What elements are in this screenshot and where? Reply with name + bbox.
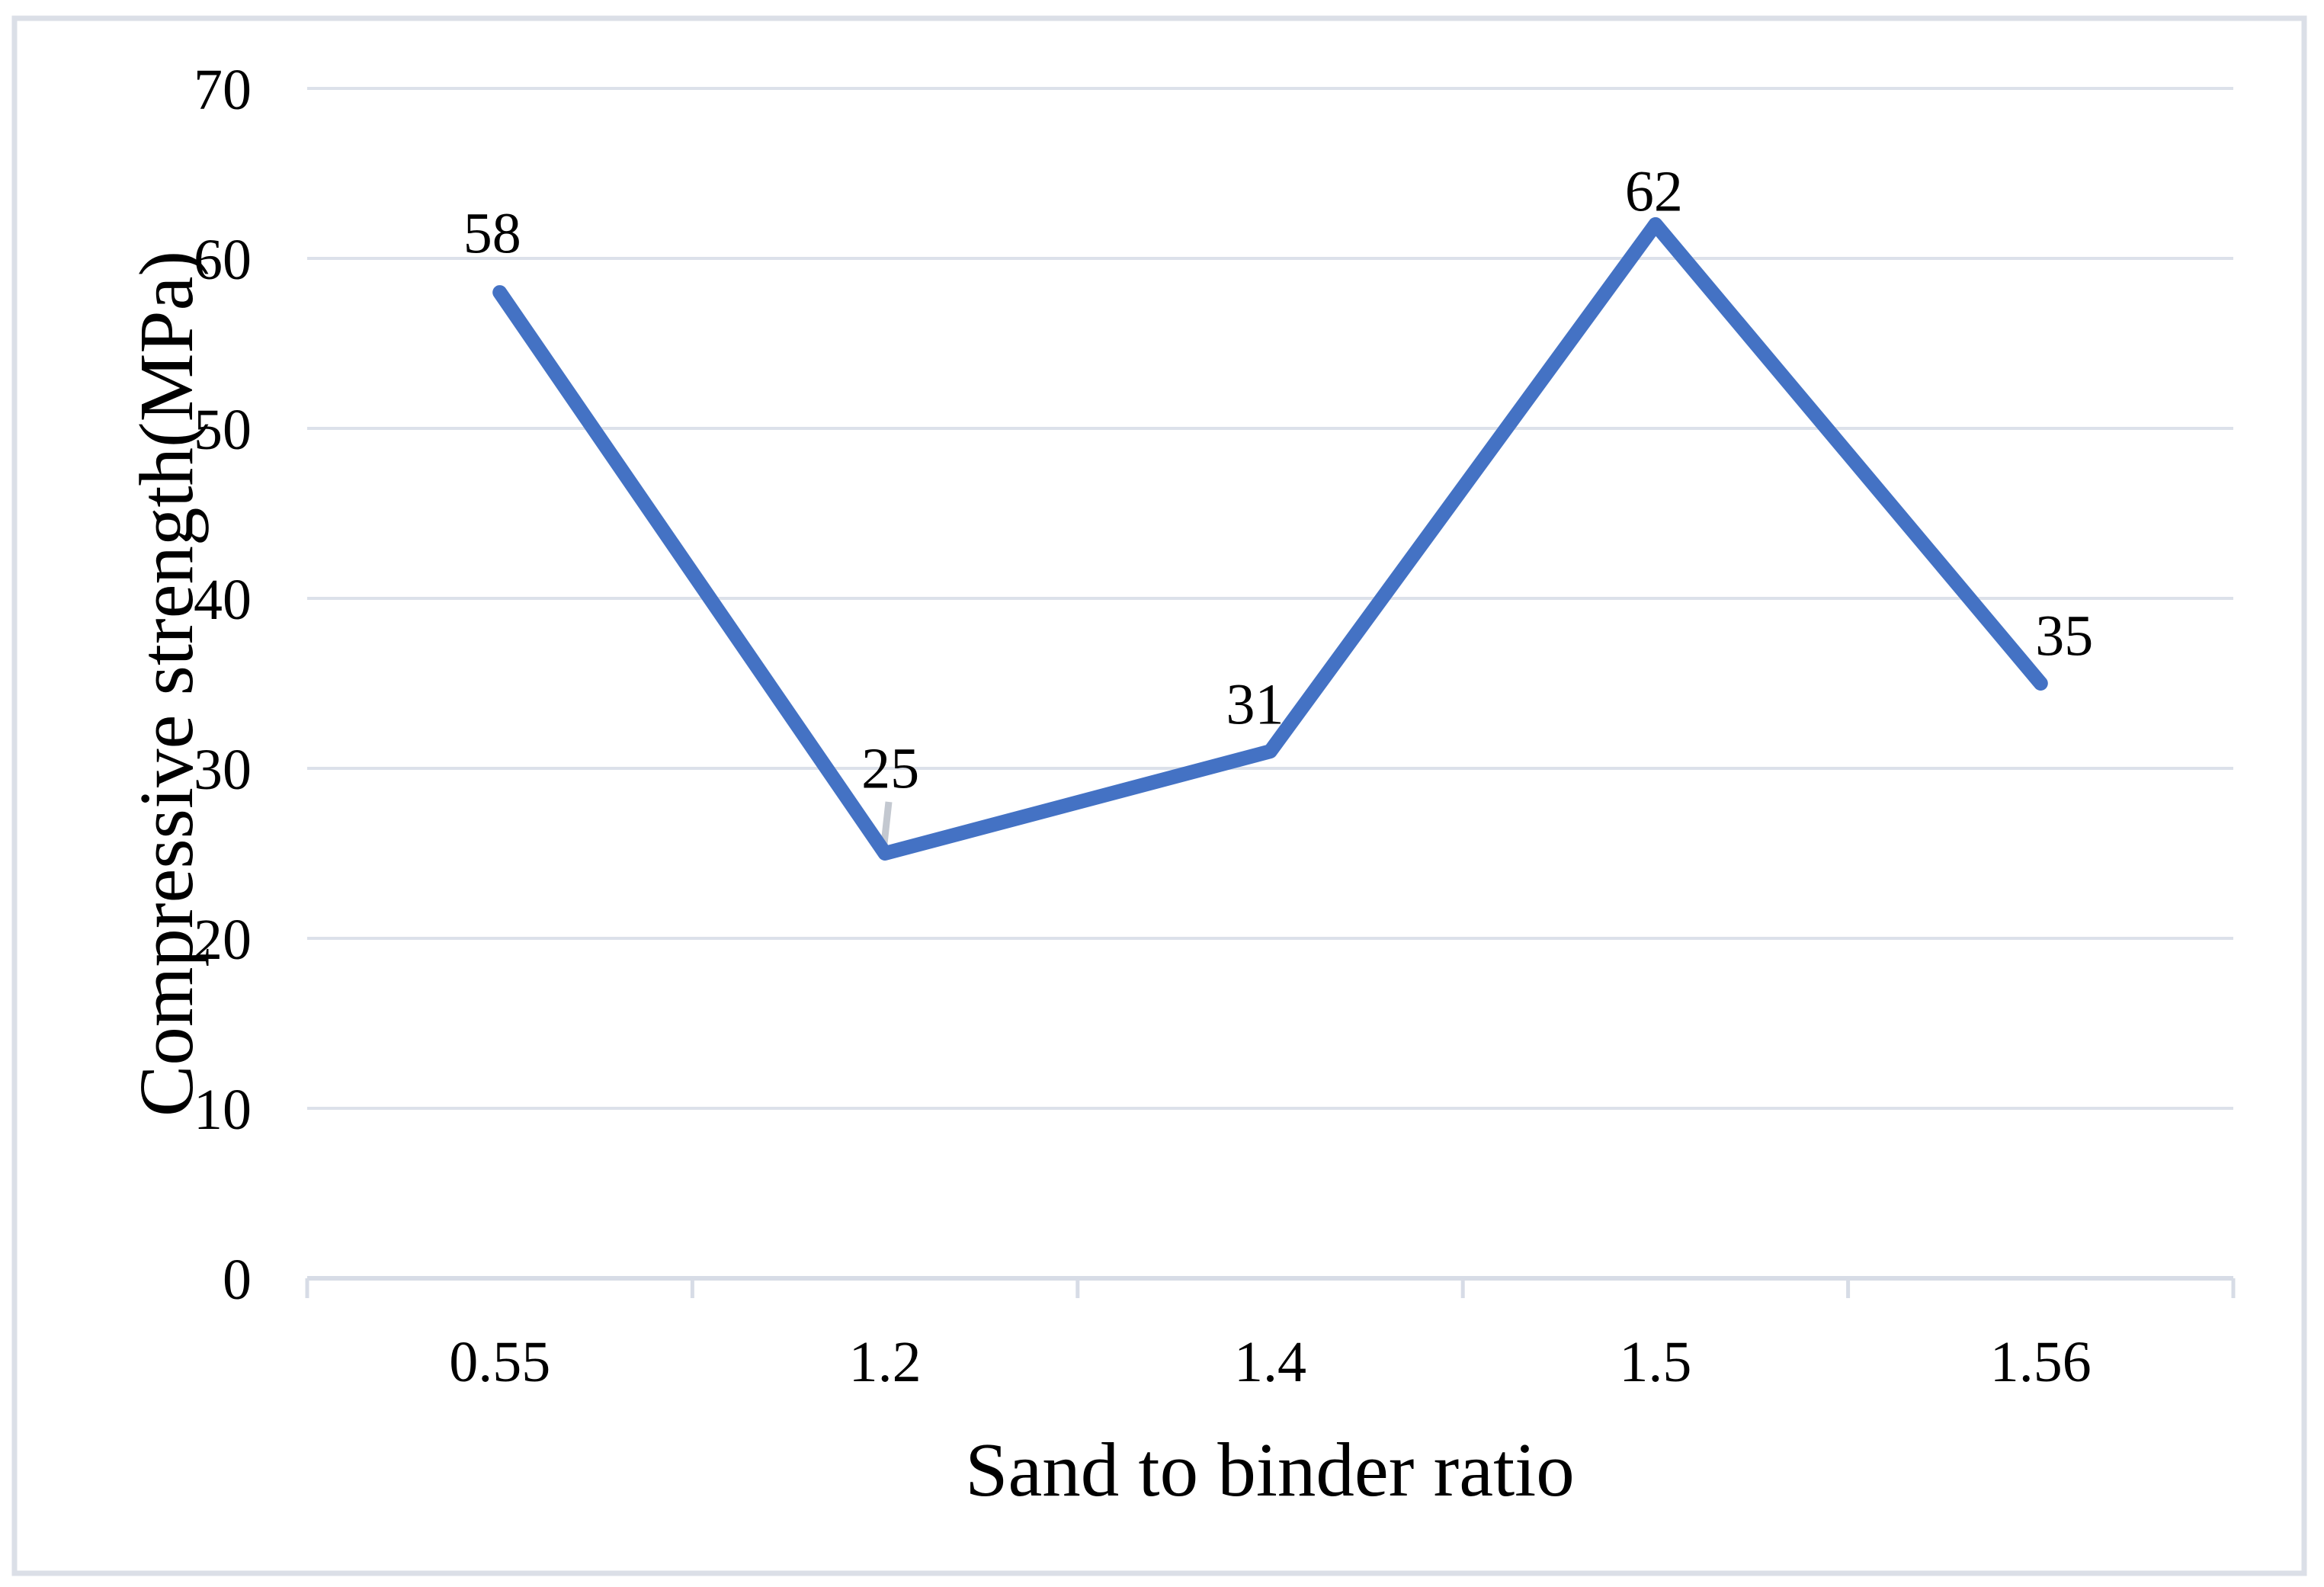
data-point-label: 62 bbox=[1625, 159, 1683, 223]
y-tick-label: 70 bbox=[194, 58, 252, 122]
y-tick-label: 10 bbox=[194, 1078, 252, 1142]
x-tick-label: 1.56 bbox=[1990, 1330, 2092, 1394]
x-tick-label: 0.55 bbox=[449, 1330, 550, 1394]
series-group bbox=[492, 216, 2048, 861]
x-tick-label: 1.4 bbox=[1234, 1330, 1306, 1394]
data-point-label: 31 bbox=[1226, 673, 1284, 737]
gridlines-group bbox=[307, 87, 2233, 1110]
y-tick-label: 30 bbox=[194, 738, 252, 802]
y-tick-label: 40 bbox=[194, 568, 252, 632]
x-axis-title: Sand to binder ratio bbox=[965, 1427, 1574, 1512]
y-tick-label: 60 bbox=[194, 228, 252, 292]
data-point-label: 35 bbox=[2035, 604, 2093, 668]
y-tick-label: 20 bbox=[194, 908, 252, 972]
y-axis-title: Compressive strength(MPa) bbox=[123, 251, 209, 1117]
data-point-label: 58 bbox=[463, 202, 521, 266]
data-point-label: 25 bbox=[861, 737, 919, 801]
x-tick-label: 1.2 bbox=[849, 1330, 922, 1394]
chart-frame-border bbox=[11, 15, 2307, 1576]
y-tick-label: 0 bbox=[223, 1248, 252, 1312]
x-tick-label: 1.5 bbox=[1619, 1330, 1691, 1394]
series-line bbox=[492, 216, 2048, 861]
y-tick-label: 50 bbox=[194, 398, 252, 462]
axes-group bbox=[305, 1276, 2236, 1298]
labels-group: 0 10 20 30 40 50 60 70 0.55 1.2 1.4 1.5 1.56 58 25 31 62… bbox=[194, 58, 2093, 1394]
